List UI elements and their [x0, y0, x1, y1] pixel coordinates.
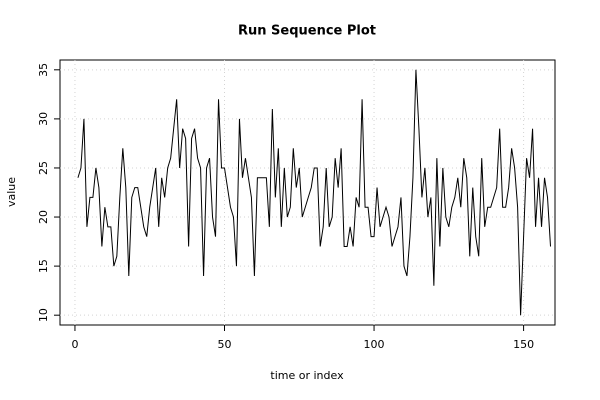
- y-axis-label: value: [5, 177, 18, 207]
- x-tick-label: 100: [364, 338, 385, 351]
- y-tick-label: 10: [37, 308, 50, 322]
- y-tick-label: 35: [37, 63, 50, 77]
- x-axis-label: time or index: [270, 369, 344, 382]
- y-tick-label: 30: [37, 112, 50, 126]
- y-tick-label: 25: [37, 161, 50, 175]
- x-tick-label: 50: [218, 338, 232, 351]
- y-tick-label: 15: [37, 259, 50, 273]
- plot-frame: [59, 59, 556, 326]
- chart-title: Run Sequence Plot: [238, 24, 376, 39]
- x-tick-label: 150: [513, 338, 534, 351]
- data-line: [77, 69, 552, 316]
- x-tick-label: 0: [71, 338, 78, 351]
- y-tick-label: 20: [37, 210, 50, 224]
